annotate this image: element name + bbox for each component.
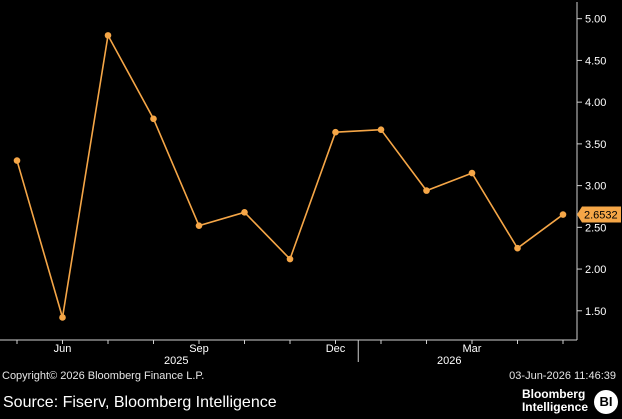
copyright-text: Copyright© 2026 Bloomberg Finance L.P. xyxy=(2,370,205,382)
data-point xyxy=(332,128,339,136)
x-tick-label: Jun xyxy=(54,343,72,355)
y-tick-label: 4.50 xyxy=(585,55,606,67)
bloomberg-intelligence-logo: Bloomberg Intelligence xyxy=(522,388,588,414)
data-point xyxy=(377,126,385,133)
x-year-label: 2026 xyxy=(437,355,461,367)
data-point xyxy=(104,32,112,39)
chart: 5.00 4.50 4.00 3.50 3.00 2.50 2.00 1.50 Jun Sep De… xyxy=(0,2,621,367)
data-point xyxy=(468,169,476,177)
y-tick-label: 5.00 xyxy=(585,14,606,26)
data-point xyxy=(514,244,521,252)
y-tick-label: 1.50 xyxy=(585,306,606,318)
last-value-label: 2.6532 xyxy=(584,210,618,222)
x-year-label: 2025 xyxy=(164,355,188,367)
bi-logo-icon: BI xyxy=(594,390,618,414)
data-point xyxy=(150,115,157,123)
data-point xyxy=(559,211,567,218)
series: 2.6532 xyxy=(13,32,621,321)
data-point xyxy=(241,209,248,216)
y-tick-label: 4.00 xyxy=(585,97,606,109)
data-point xyxy=(286,255,294,263)
x-tick-label: Mar xyxy=(463,343,482,355)
timestamp: 03-Jun-2026 11:46:39 xyxy=(509,370,616,382)
data-point xyxy=(195,222,203,229)
y-tick-label: 3.50 xyxy=(585,139,606,151)
data-point xyxy=(423,187,430,194)
last-value-box xyxy=(577,206,621,223)
x-tick-label: Sep xyxy=(189,343,209,355)
x-tick-label: Dec xyxy=(326,343,346,355)
y-tick-label: 3.00 xyxy=(585,181,606,193)
y-tick-label: 2.00 xyxy=(585,264,606,276)
y-tick-label: 2.50 xyxy=(585,222,606,234)
data-point xyxy=(59,314,66,321)
axes: 5.00 4.50 4.00 3.50 3.00 2.50 2.00 1.50 Jun Sep De… xyxy=(0,2,606,367)
series-line xyxy=(16,32,564,318)
data-point xyxy=(13,157,21,164)
brand-line-1: Bloomberg xyxy=(521,387,586,401)
brand-line-2: Intelligence xyxy=(521,400,588,414)
source-text: Source: Fiserv, Bloomberg Intelligence xyxy=(3,394,277,411)
